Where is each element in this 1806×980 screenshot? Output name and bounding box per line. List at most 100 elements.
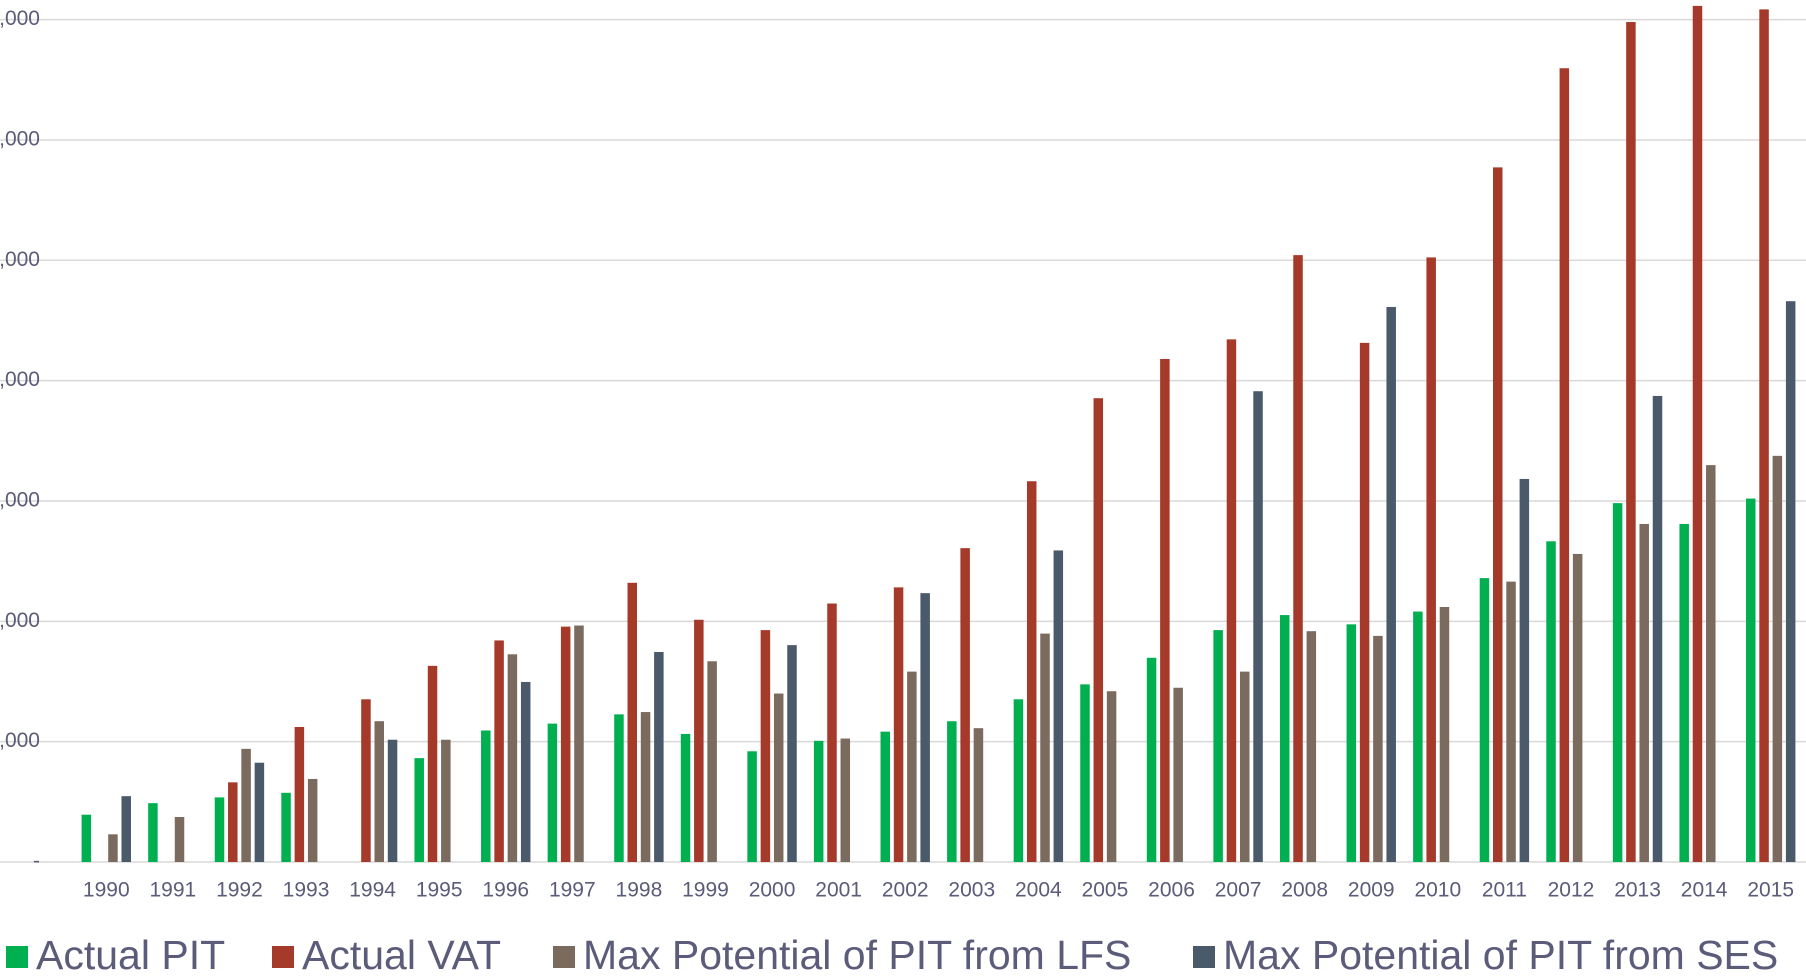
bar [1279,615,1290,862]
bar [441,739,451,862]
bar [108,834,118,862]
y-tick-label: - [33,850,40,873]
bar [374,721,384,862]
bar [1772,455,1783,862]
x-tick-label: 2003 [948,879,995,902]
bar [121,796,131,862]
x-tick-label: 1999 [682,879,729,902]
x-tick-label: 1998 [616,879,663,902]
bar [1386,306,1396,862]
bar [574,625,584,862]
bar [1226,339,1237,862]
y-tick-label: 4,000 [0,368,40,391]
x-tick-label: 2004 [1015,879,1062,902]
bar [1173,687,1183,862]
bar [1652,395,1663,862]
bar [1493,167,1503,863]
bar [947,721,957,862]
bar [214,797,225,862]
legend-label: Max Potential of PIT from LFS [583,932,1131,978]
x-tick-label: 2007 [1215,879,1262,902]
bar [1306,631,1317,862]
bar [827,603,837,862]
bar [1106,691,1117,862]
bar [773,693,784,862]
bar [1413,611,1423,862]
bar [760,630,771,862]
bar [1612,503,1623,862]
bar [1506,581,1516,862]
bar [1053,550,1064,862]
x-tick-label: 1995 [416,879,463,902]
bar [1679,523,1689,862]
x-tick-label: 2008 [1281,879,1328,902]
bar [481,730,491,862]
bar [1346,624,1357,862]
bar [1546,541,1556,862]
bar [787,645,797,862]
bar [494,640,504,862]
bar [228,782,238,862]
y-tick-label: 7,000 [0,7,40,30]
legend-label: Actual VAT [302,932,501,978]
bar [1692,5,1703,863]
bar [893,587,904,862]
bar [1759,9,1769,862]
y-tick-label: 5,000 [0,248,40,271]
bar [1253,391,1263,862]
bar [1559,68,1570,862]
bar [960,548,970,862]
x-tick-label: 2001 [815,879,862,902]
bar [1093,398,1104,862]
x-tick-label: 2015 [1747,879,1794,902]
bar [1479,578,1490,862]
x-tick-label: 1994 [349,879,396,902]
y-tick-label: 2,000 [0,609,40,632]
x-tick-label: 2002 [882,879,929,902]
bar [1026,481,1037,862]
bar [520,681,531,862]
bar [840,738,851,862]
bar [973,728,984,862]
bar [1239,671,1250,862]
bar [1706,465,1716,862]
bar [547,723,558,862]
y-tick-label: 6,000 [0,128,40,151]
bar [307,778,318,862]
bar [294,726,305,862]
bar [254,762,265,862]
bar [560,626,571,862]
bar [281,792,291,862]
x-tick-label: 2014 [1681,879,1728,902]
bar [1746,498,1756,862]
bar [387,739,398,862]
bar [707,661,717,862]
bar [1373,635,1383,862]
x-tick-label: 2009 [1348,879,1395,902]
bar [640,712,651,862]
bar [1426,257,1436,862]
legend-swatch [272,946,294,968]
x-tick-label: 2000 [749,879,796,902]
x-tick-label: 2010 [1414,879,1461,902]
bar [414,758,424,862]
x-tick-label: 2012 [1548,879,1595,902]
bar [1013,699,1024,862]
bar [81,814,92,862]
bar [1572,553,1583,862]
legend-label: Actual PIT [36,932,225,978]
legend-label: Max Potential of PIT from SES [1223,932,1778,978]
y-tick-label: 1,000 [0,729,40,752]
bar [813,740,824,862]
bar [1439,606,1450,862]
y-tick-label: 3,000 [0,489,40,512]
bar [1293,255,1303,862]
x-tick-label: 2006 [1148,879,1195,902]
x-tick-label: 1997 [549,879,596,902]
bar [1080,684,1090,862]
x-tick-label: 1996 [482,879,529,902]
x-tick-label: 2005 [1082,879,1129,902]
bar [1040,633,1050,862]
legend-swatch [6,946,28,968]
bar [747,751,757,862]
